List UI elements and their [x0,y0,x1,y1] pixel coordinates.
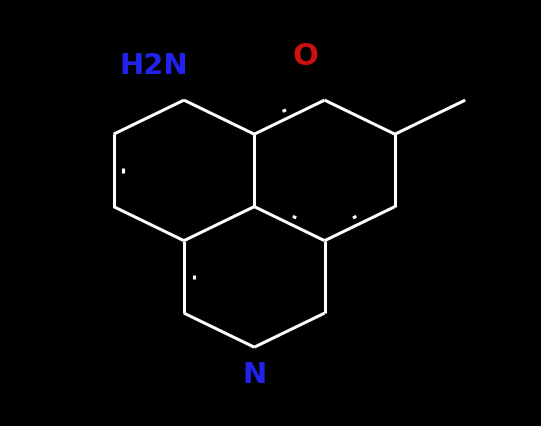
Text: H2N: H2N [120,52,188,80]
Text: N: N [242,361,266,389]
Text: O: O [293,42,319,71]
